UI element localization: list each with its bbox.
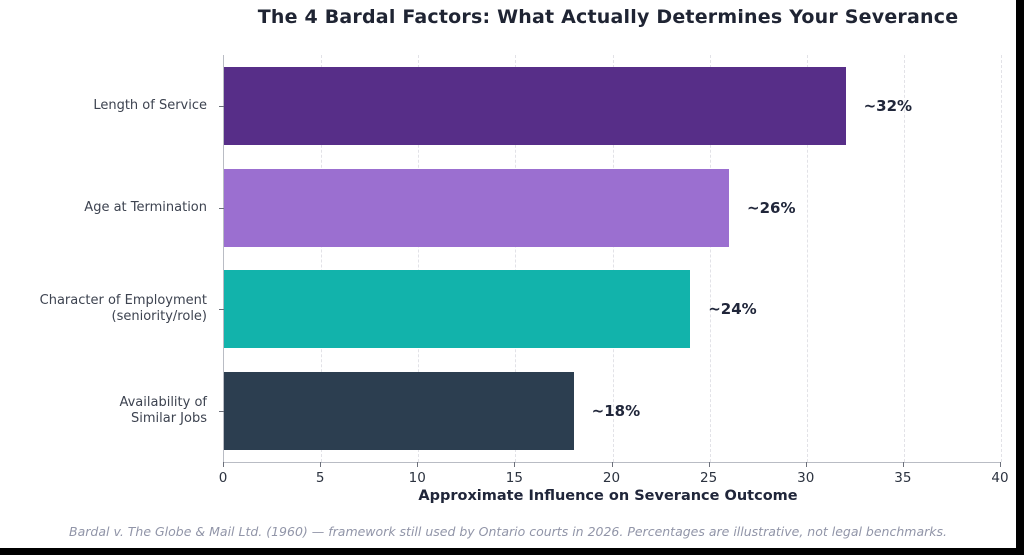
x-tick-mark xyxy=(708,462,710,467)
bar-chart: The 4 Bardal Factors: What Actually Dete… xyxy=(0,0,1016,548)
chart-title: The 4 Bardal Factors: What Actually Dete… xyxy=(257,6,959,28)
y-tick-mark xyxy=(219,207,224,209)
x-tick-label: 25 xyxy=(700,470,718,486)
x-tick-mark xyxy=(1000,462,1001,467)
y-tick-mark xyxy=(219,105,224,107)
x-tick-label: 5 xyxy=(315,470,325,486)
bar-row: ~32% xyxy=(219,55,1001,157)
gridline xyxy=(321,55,323,462)
x-tick-label: 30 xyxy=(797,470,815,486)
footnote: Bardal v. The Globe & Mail Ltd. (1960) —… xyxy=(69,524,947,539)
x-tick-label: 35 xyxy=(894,470,912,486)
x-tick-mark xyxy=(805,462,807,467)
gridline xyxy=(1001,55,1002,462)
y-axis-labels: Length of Service Age at Termination Chara… xyxy=(0,55,216,462)
plot-area: ~32% ~26% ~24% ~18% xyxy=(219,55,1002,463)
category-label-row: Character of Employment (seniority/role) xyxy=(0,259,216,361)
category-label-row: Availability of Similar Jobs xyxy=(0,360,216,462)
gridline xyxy=(903,55,905,462)
gridline xyxy=(709,55,711,462)
x-tick-mark xyxy=(223,462,224,467)
gridline xyxy=(612,55,614,462)
x-tick-mark xyxy=(514,462,516,467)
x-tick-label: 10 xyxy=(408,470,426,486)
bar-row: ~18% xyxy=(219,360,1001,462)
x-tick-label: 20 xyxy=(602,470,621,486)
x-tick-mark xyxy=(611,462,613,467)
x-tick-label: 40 xyxy=(991,470,1009,486)
x-axis-title: Approximate Influence on Severance Outco… xyxy=(418,488,798,504)
bar-1 xyxy=(224,66,846,145)
y-tick-mark xyxy=(219,411,224,413)
bar-3 xyxy=(224,270,691,349)
bar-value-label: ~24% xyxy=(708,300,757,319)
y-tick-mark xyxy=(219,309,224,311)
x-tick-mark xyxy=(417,462,419,467)
category-label-row: Age at Termination xyxy=(0,157,216,259)
category-label-row: Length of Service xyxy=(0,55,216,157)
category-label: Age at Termination xyxy=(84,199,207,215)
bar-4 xyxy=(224,372,574,451)
x-tick-label: 15 xyxy=(505,470,523,486)
gridline xyxy=(806,55,808,462)
gridline xyxy=(418,55,420,462)
bar-row: ~24% xyxy=(219,259,1001,361)
x-tick-mark xyxy=(902,462,904,467)
bar-value-label: ~32% xyxy=(863,96,913,115)
x-axis: 0 5 10 15 20 25 30 35 40 xyxy=(219,462,1009,496)
category-label: Availability of Similar Jobs xyxy=(119,394,207,427)
bar-row: ~26% xyxy=(219,157,1001,259)
category-label: Length of Service xyxy=(93,97,207,113)
x-tick-label: 0 xyxy=(218,470,228,486)
x-tick-mark xyxy=(320,462,322,467)
gridline xyxy=(515,55,517,462)
bar-value-label: ~18% xyxy=(591,402,641,421)
category-label: Character of Employment (seniority/role) xyxy=(39,293,207,325)
bar-rows: ~32% ~26% ~24% ~18% xyxy=(219,55,1001,462)
bar-value-label: ~26% xyxy=(747,198,796,217)
bar-2 xyxy=(224,168,730,247)
